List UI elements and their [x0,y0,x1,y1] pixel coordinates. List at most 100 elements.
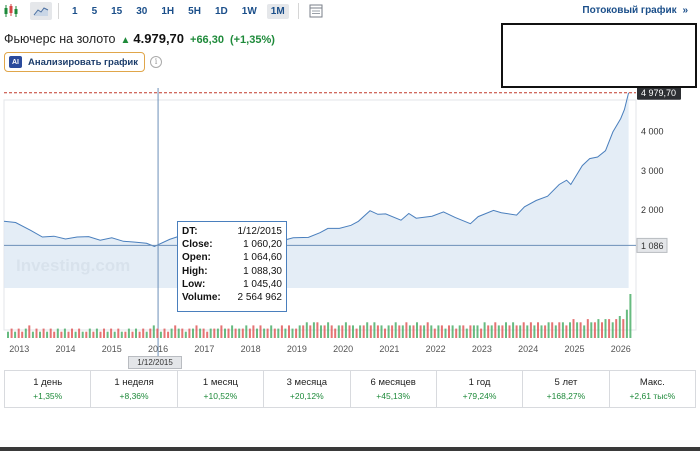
performance-period-value: +20,12% [289,391,324,401]
period-15[interactable]: 15 [111,5,123,17]
performance-period[interactable]: 1 месяц +10,52% [178,371,265,407]
volume-bar [295,328,298,338]
performance-period[interactable]: 1 год +79,24% [437,371,524,407]
volume-bar [611,322,614,338]
volume-bar [465,328,468,338]
period-1m[interactable]: 1M [266,3,289,19]
volume-bar [412,325,415,338]
candlestick-icon[interactable] [0,2,22,20]
volume-bar [618,316,621,338]
tooltip-row: Close: 1 060,20 [182,238,282,251]
tooltip-row: Volume: 2 564 962 [182,291,282,304]
volume-bar [430,325,433,338]
volume-bar [316,322,319,338]
y-tick-label: 3 000 [641,166,664,176]
volume-bar [455,328,458,338]
volume-bar [259,325,262,338]
volume-bar [49,328,52,338]
last-price-badge [637,88,681,100]
volume-bar [490,325,493,338]
data-tooltip: DT: 1/12/2015 Close: 1 060,20 Open: 1 064,60 H… [177,221,287,312]
performance-period[interactable]: 6 месяцев +45,13% [351,371,437,407]
y-tick-label: 4 979,70 [641,88,676,98]
x-tick-label: 2016 [148,344,168,354]
volume-bar [487,325,490,338]
volume-bar [28,325,31,338]
volume-bar [352,325,354,338]
volume-bar [248,328,251,338]
volume-bar [78,328,81,338]
period-1d[interactable]: 1D [214,5,228,17]
volume-bar [579,322,582,338]
x-tick-label: 2017 [194,344,214,354]
volume-bar [252,325,255,338]
performance-period[interactable]: Макс. +2,61 тыс% [610,371,695,407]
volume-bar [480,328,483,338]
volume-bar [437,325,440,338]
volume-bar [95,328,98,338]
period-5[interactable]: 5 [91,5,98,17]
volume-bar [497,325,500,338]
streaming-chart-link[interactable]: Потоковый график » [582,5,688,16]
tooltip-value: 1 088,30 [243,265,282,277]
period-1h[interactable]: 1H [161,5,175,17]
volume-bar [227,328,230,338]
volume-bar [42,328,45,338]
volume-bar [505,322,507,338]
volume-bar [569,322,571,338]
performance-period[interactable]: 1 день +1,35% [5,371,92,407]
volume-bar [110,328,113,338]
volume-bar [71,328,73,338]
analyze-chart-button[interactable]: AI Анализировать график [4,52,146,72]
period-1[interactable]: 1 [72,5,78,17]
performance-period-label: 1 неделя [114,377,154,388]
performance-period-label: 1 месяц [202,377,238,388]
analyze-chart-label: Анализировать график [28,56,139,68]
volume-bar [334,328,337,338]
volume-bar [526,325,529,338]
performance-period-value: +8,36% [119,391,149,401]
period-5h[interactable]: 5H [188,5,201,17]
performance-period[interactable]: 1 неделя +8,36% [91,371,178,407]
volume-bar [280,325,283,338]
x-tick-label: 2013 [9,344,29,354]
instrument-name: Фьючерс на золото [4,32,116,46]
volume-bar [216,328,219,338]
volume-bar [163,328,166,338]
period-1w[interactable]: 1W [241,5,257,17]
area-chart-icon[interactable] [30,2,52,20]
x-tick-label: 2014 [56,344,76,354]
volume-bar [266,328,269,338]
toolbar-divider [58,3,59,19]
volume-bar [131,331,134,338]
volume-bar [615,319,618,338]
volume-bar [309,325,312,338]
crosshair-price-badge [636,237,668,253]
volume-bar [408,325,411,338]
y-tick-label: 2 000 [641,205,664,215]
volume-bar [476,325,479,338]
table-view-icon[interactable] [305,2,327,20]
volume-bar [622,319,625,338]
volume-bar [31,331,34,338]
volume-bar [533,325,536,338]
period-30[interactable]: 30 [136,5,148,17]
performance-period-label: 3 месяца [286,377,327,388]
volume-bar [384,328,386,338]
volume-bar [629,294,632,338]
volume-bar [127,328,130,338]
volume-bar [184,331,187,338]
volume-bar [330,325,333,338]
volume-bar [451,325,454,338]
performance-period[interactable]: 5 лет +168,27% [523,371,610,407]
tooltip-label: Volume: [182,292,221,304]
volume-bar [512,322,515,338]
performance-period[interactable]: 3 месяца +20,12% [264,371,351,407]
volume-bar [561,322,564,338]
volume-bar [394,322,397,338]
x-tick-label: 2026 [611,344,631,354]
info-icon[interactable]: i [150,56,162,68]
volume-bar [199,328,202,338]
volume-bar [291,328,294,338]
